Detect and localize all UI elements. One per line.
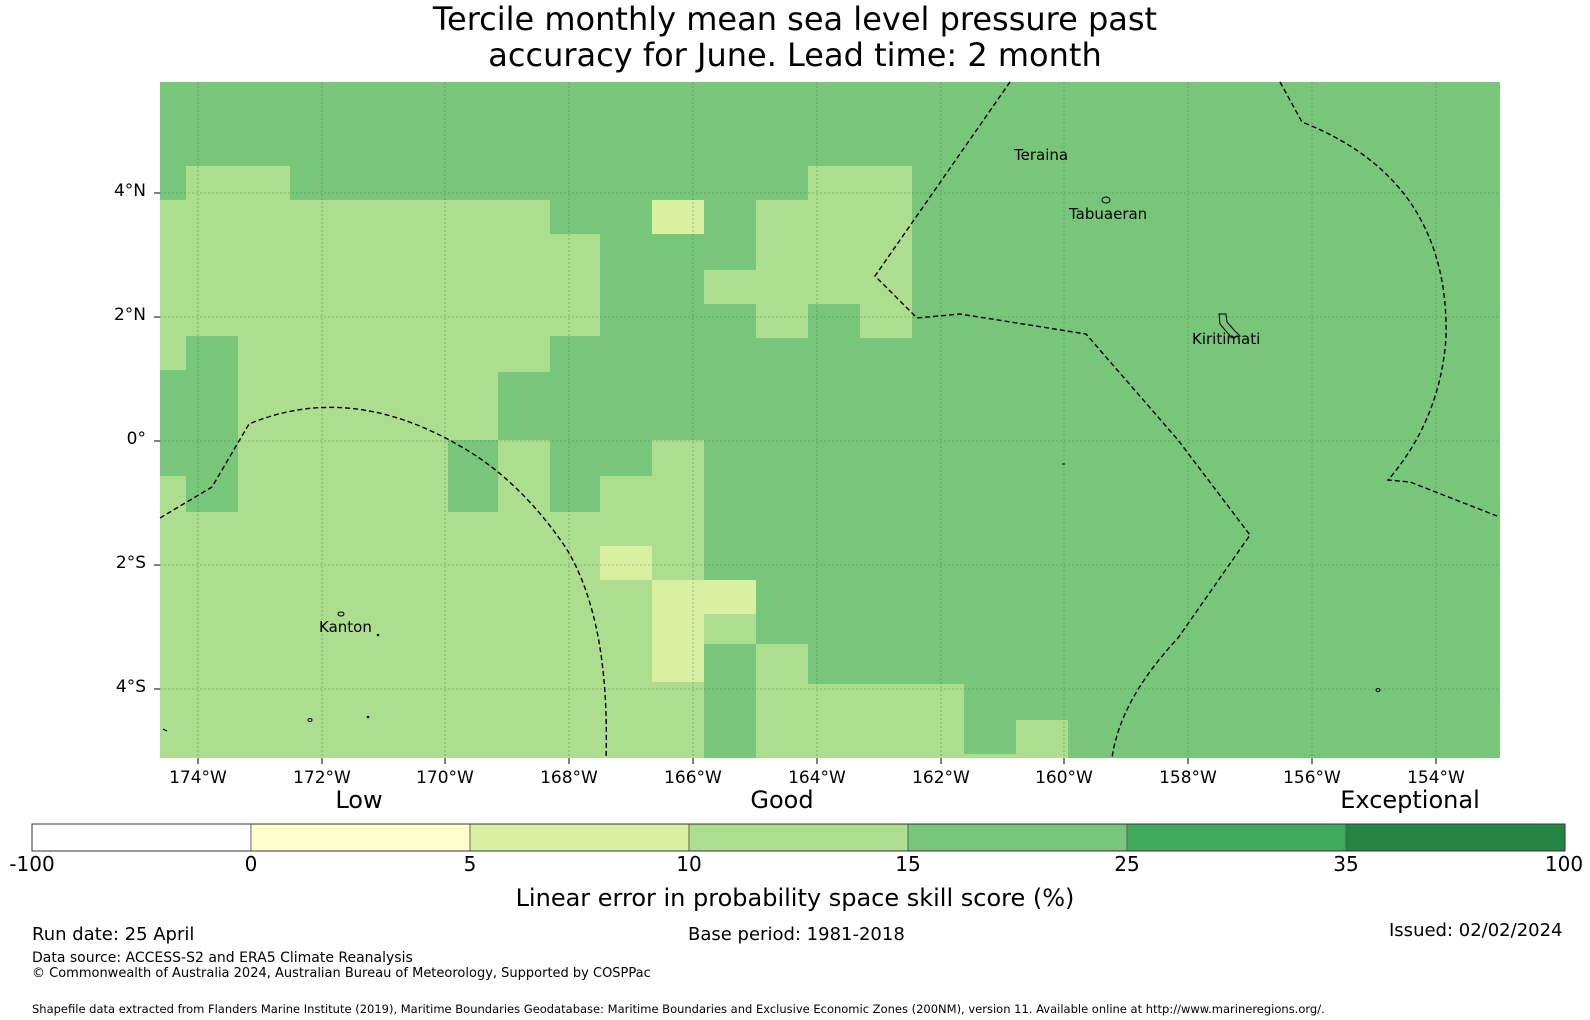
skill-cell [808, 166, 912, 202]
small-island-2 [1375, 688, 1381, 692]
skill-cell [160, 234, 600, 336]
skill-cell [498, 440, 550, 512]
eez-boundary-phoenix-arc [159, 406, 608, 759]
skill-cell [756, 644, 808, 758]
data-source: Data source: ACCESS-S2 and ERA5 Climate … [32, 950, 413, 966]
skill-cell [756, 200, 912, 270]
lon-label-158w: 158°W [1159, 768, 1217, 788]
lon-label-160w: 160°W [1035, 768, 1093, 788]
skill-cells [160, 166, 1068, 758]
colorbar-tick-minus100: -100 [9, 852, 55, 876]
eez-boundaries [159, 81, 1498, 759]
skill-cell [186, 166, 290, 202]
chart-title-line-2: accuracy for June. Lead time: 2 month [488, 36, 1102, 74]
lon-label-166w: 166°W [664, 768, 722, 788]
kanton-island [337, 611, 345, 617]
colorbar-tick-25: 25 [1114, 852, 1140, 876]
lon-label-170w: 170°W [416, 768, 474, 788]
category-good: Good [750, 786, 814, 814]
colorbar-outline [31, 823, 1566, 852]
skill-cell [1016, 720, 1068, 758]
skill-cell [160, 200, 550, 234]
lon-label-164w: 164°W [788, 768, 846, 788]
lat-label-4n: 4°N [113, 181, 146, 201]
island-outlines [162, 196, 1381, 732]
base-period: Base period: 1981-2018 [688, 924, 905, 945]
chart-title-line-1: Tercile monthly mean sea level pressure … [432, 0, 1158, 38]
colorbar-tick-15: 15 [895, 852, 921, 876]
graticule [154, 82, 1500, 764]
colorbar-tick-100: 100 [1544, 852, 1584, 876]
colorbar-tick-10: 10 [676, 852, 702, 876]
lon-label-156w: 156°W [1283, 768, 1341, 788]
tabuaeran-island [1101, 196, 1111, 204]
skill-cell [238, 372, 498, 440]
skill-cell [238, 440, 448, 512]
lat-label-2n: 2°N [113, 305, 146, 325]
skill-cell [652, 440, 704, 476]
lat-label-2s: 2°S [115, 553, 146, 573]
skill-cell [600, 546, 652, 580]
colorbar-tick-5: 5 [463, 852, 477, 876]
colorbar-segment [688, 823, 909, 852]
small-island-4 [162, 728, 168, 732]
lon-label-172w: 172°W [293, 768, 351, 788]
eez-boundary-east-arc [1279, 81, 1498, 517]
colorbar-segment [1126, 823, 1347, 852]
lat-label-4s: 4°S [115, 677, 146, 697]
colorbar-segment [1345, 823, 1566, 852]
skill-cell [964, 754, 1016, 758]
place-label-tabuaeran: Tabuaeran [1069, 205, 1148, 223]
skill-cell [756, 304, 808, 338]
small-island-1 [307, 718, 313, 722]
place-label-kanton: Kanton [319, 618, 372, 636]
lat-label-equator: 0° [126, 429, 146, 449]
skill-cell [704, 270, 912, 304]
lon-label-168w: 168°W [540, 768, 598, 788]
lon-label-162w: 162°W [912, 768, 970, 788]
place-label-kiritimati: Kiritimati [1192, 330, 1261, 348]
colorbar-tick-35: 35 [1333, 852, 1359, 876]
colorbar [31, 823, 1566, 852]
skill-cell [600, 476, 704, 512]
skill-cell [704, 580, 756, 614]
skill-cell [860, 304, 912, 338]
kiritimati-island [1218, 313, 1241, 339]
lon-label-154w: 154°W [1407, 768, 1465, 788]
eez-boundary-line-islands-north [874, 81, 1251, 759]
copyright: © Commonwealth of Australia 2024, Austra… [32, 966, 651, 981]
lon-label-174w: 174°W [169, 768, 227, 788]
small-island-5 [376, 633, 380, 637]
colorbar-segment [907, 823, 1128, 852]
skill-cell [652, 580, 704, 682]
skill-cell [808, 684, 964, 758]
colorbar-segment [469, 823, 690, 852]
colorbar-segment [31, 823, 252, 852]
colorbar-label: Linear error in probability space skill … [515, 884, 1075, 912]
skill-cell [160, 336, 186, 370]
category-low: Low [335, 786, 383, 814]
issued-date: Issued: 02/02/2024 [1389, 920, 1563, 941]
small-island-6 [366, 715, 370, 719]
run-date: Run date: 25 April [32, 924, 195, 945]
skill-cell [160, 476, 186, 512]
skill-cell [652, 200, 704, 234]
colorbar-segment [250, 823, 471, 852]
colorbar-tick-0: 0 [244, 852, 258, 876]
skill-cell [238, 336, 550, 372]
place-label-teraina: Teraina [1014, 146, 1069, 164]
shapefile-credit: Shapefile data extracted from Flanders M… [32, 1002, 1325, 1016]
category-exceptional: Exceptional [1340, 786, 1480, 814]
